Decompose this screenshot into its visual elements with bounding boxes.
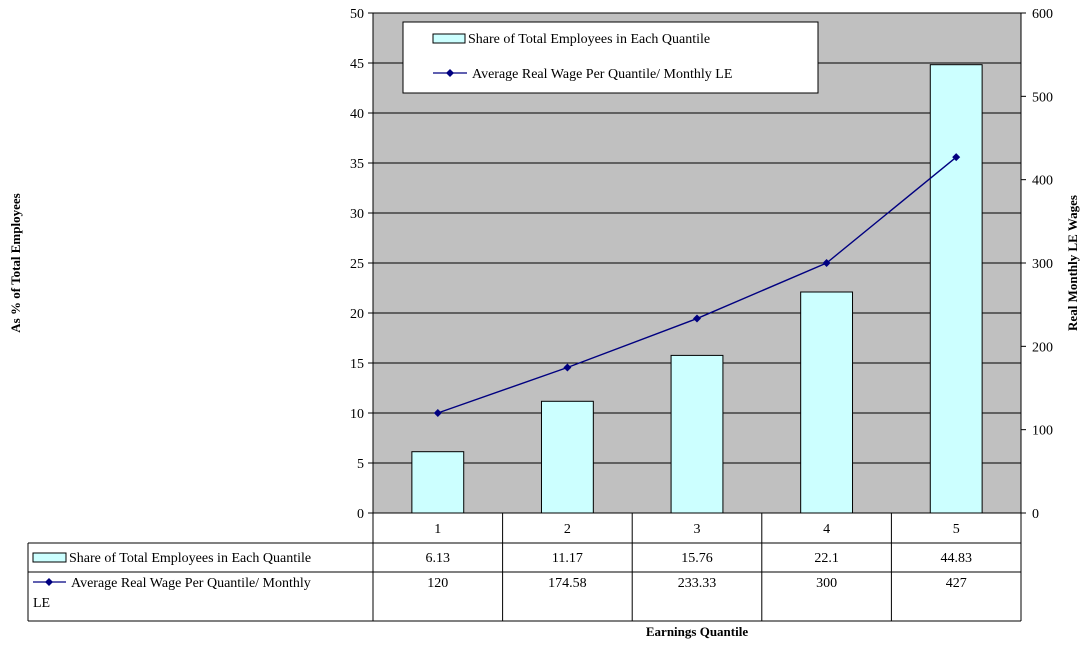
y-tick-label: 0 — [357, 507, 364, 522]
y-tick-label: 30 — [350, 207, 364, 222]
line-point — [952, 153, 961, 162]
table-row-bar-values: 6.13 11.17 15.76 22.1 44.83 — [426, 551, 972, 566]
y-axis-title: As % of Total Employees — [8, 193, 23, 332]
table-cell-share: 11.17 — [552, 551, 583, 566]
y-tick-label: 25 — [350, 257, 364, 272]
table-row-label-bar: Share of Total Employees in Each Quantil… — [69, 551, 311, 566]
y-tick-label: 5 — [357, 457, 364, 472]
line-point — [563, 363, 572, 372]
legend-line-marker — [446, 69, 454, 77]
category-label: 3 — [694, 522, 701, 537]
table-grid — [27, 513, 1022, 622]
line-point — [433, 409, 442, 417]
table-cell-share: 6.13 — [426, 551, 451, 566]
category-label: 2 — [564, 522, 571, 537]
y2-axis-title: Real Monthly LE Wages — [1065, 195, 1080, 331]
legend-line-label: Average Real Wage Per Quantile/ Monthly … — [472, 67, 732, 82]
y2-tick-label: 200 — [1032, 340, 1053, 355]
y-tick-label: 20 — [350, 307, 364, 322]
bar — [540, 400, 594, 514]
table-row-label-line: Average Real Wage Per Quantile/ Monthly L… — [33, 576, 311, 611]
category-label: 1 — [434, 522, 441, 537]
table-cell-share: 15.76 — [681, 551, 713, 566]
y-tick-label: 50 — [350, 7, 364, 22]
table-cell-share: 22.1 — [814, 551, 839, 566]
legend-bar-swatch — [432, 33, 466, 44]
y-tick-label: 10 — [350, 407, 364, 422]
y-axis-left: 0 5 10 15 20 25 30 35 40 45 50 — [350, 7, 373, 522]
line-point — [693, 314, 701, 323]
table-row-label-line-1: Average Real Wage Per Quantile/ Monthly — [71, 576, 311, 591]
bar-series — [411, 64, 983, 514]
y2-tick-label: 0 — [1032, 507, 1039, 522]
bar — [929, 64, 983, 514]
y-tick-label: 15 — [350, 357, 364, 372]
table-cell-wage: 427 — [946, 576, 967, 591]
category-label: 5 — [953, 522, 960, 537]
y-tick-label: 35 — [350, 157, 364, 172]
y2-tick-label: 300 — [1032, 257, 1053, 272]
table-cell-wage: 120 — [427, 576, 448, 591]
y2-tick-label: 100 — [1032, 424, 1053, 439]
table-cell-wage: 174.58 — [548, 576, 587, 591]
y-tick-label: 40 — [350, 107, 364, 122]
y2-tick-label: 600 — [1032, 7, 1053, 22]
table-cell-share: 44.83 — [940, 551, 972, 566]
legend-box — [402, 21, 819, 94]
table-bar-swatch — [32, 552, 67, 563]
x-axis-title: Earnings Quantile — [646, 624, 748, 639]
bar — [800, 291, 854, 514]
bar — [411, 451, 465, 514]
line-series — [433, 153, 961, 417]
data-table: 1 2 3 4 5 6.13 11.17 15.76 22.1 44.83 120 174.58 2… — [27, 513, 1022, 622]
legend: Share of Total Employees in Each Quantil… — [402, 21, 819, 94]
line-point — [822, 259, 831, 267]
table-cell-wage: 233.33 — [678, 576, 717, 591]
table-cell-wage: 300 — [816, 576, 837, 591]
table-category-row: 1 2 3 4 5 — [434, 522, 959, 537]
y2-tick-label: 400 — [1032, 174, 1053, 189]
table-row-label-line-2: LE — [33, 596, 50, 611]
table-line-marker — [45, 578, 53, 586]
bar — [670, 354, 724, 514]
legend-bar-label: Share of Total Employees in Each Quantil… — [468, 32, 710, 47]
category-label: 4 — [823, 522, 830, 537]
y-tick-label: 45 — [350, 57, 364, 72]
y-axis-right: 0 100 200 300 400 500 600 — [1021, 7, 1053, 522]
y2-tick-label: 500 — [1032, 90, 1053, 105]
table-row-line-values: 120 174.58 233.33 300 427 — [427, 576, 966, 591]
